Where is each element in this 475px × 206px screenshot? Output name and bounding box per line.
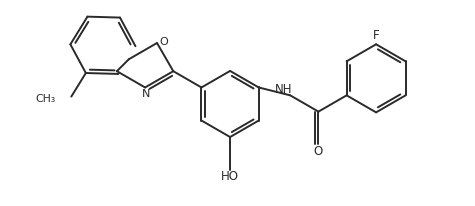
Text: O: O bbox=[314, 145, 323, 158]
Text: CH₃: CH₃ bbox=[36, 94, 56, 104]
Text: NH: NH bbox=[275, 83, 292, 96]
Text: HO: HO bbox=[221, 171, 239, 184]
Text: N: N bbox=[142, 89, 150, 99]
Text: O: O bbox=[160, 37, 168, 47]
Text: F: F bbox=[373, 29, 380, 42]
